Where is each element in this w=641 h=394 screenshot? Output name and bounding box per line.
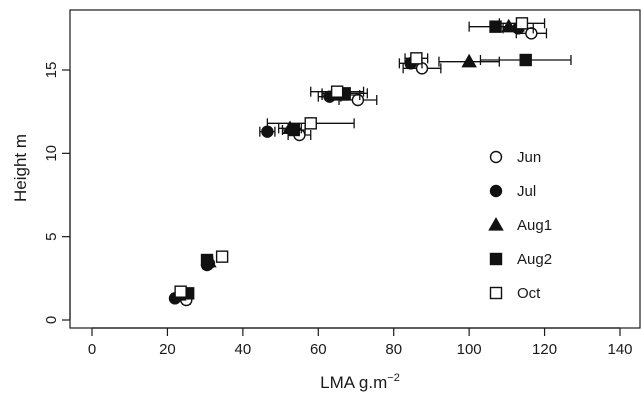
data-point (200, 253, 214, 267)
data-point (330, 85, 344, 98)
x-tick-label: 40 (235, 341, 252, 358)
data-point (519, 53, 532, 67)
x-axis-label: LMA g.m−2 (320, 372, 400, 392)
legend-label: Aug1 (517, 217, 552, 234)
x-tick-label: 120 (532, 341, 557, 358)
y-axis-label: Height m (11, 134, 30, 202)
y-tick-label: 15 (43, 62, 60, 79)
legend-marker (489, 252, 503, 266)
legend-label: Oct (517, 285, 541, 302)
legend-marker (489, 150, 503, 164)
data-point (215, 250, 229, 263)
data-point (501, 18, 517, 33)
x-tick-label: 100 (457, 341, 482, 358)
x-axis-label-text: LMA g.m (320, 373, 387, 392)
data-point (287, 123, 300, 137)
legend-label: Aug2 (517, 251, 552, 268)
x-tick-label: 140 (607, 341, 632, 358)
legend-item-jul: Jul (489, 183, 536, 200)
data-marks (168, 17, 572, 307)
legend-marker (489, 184, 503, 198)
data-point (174, 285, 187, 298)
legend-marker (489, 286, 503, 300)
data-point (461, 53, 477, 68)
series-aug2 (181, 20, 572, 300)
data-point (489, 20, 502, 33)
x-tick-label: 20 (159, 341, 176, 358)
plot-frame (69, 9, 641, 329)
legend-label: Jun (517, 149, 541, 166)
legend-marker (488, 217, 504, 231)
y-tick-label: 10 (43, 145, 60, 162)
x-tick-label: 80 (385, 341, 402, 358)
data-point (351, 93, 365, 107)
x-axis: 0 20 40 60 80 100 120 140 (88, 327, 633, 358)
y-axis: 0 5 10 15 (43, 62, 71, 324)
legend: Jun Jul Aug1 Aug2 Oct (488, 149, 552, 302)
x-axis-label-superscript: −2 (387, 372, 400, 384)
data-point (515, 17, 529, 30)
legend-label: Jul (517, 183, 536, 200)
x-tick-label: 60 (310, 341, 327, 358)
y-tick-label: 5 (43, 232, 60, 240)
legend-item-aug2: Aug2 (489, 251, 552, 268)
data-point (304, 117, 317, 130)
y-tick-label: 0 (43, 316, 60, 324)
data-point (410, 52, 423, 65)
legend-item-jun: Jun (489, 149, 541, 166)
x-tick-label: 0 (88, 341, 96, 358)
series-oct (174, 17, 546, 298)
legend-item-oct: Oct (489, 285, 541, 302)
legend-item-aug1: Aug1 (488, 217, 552, 234)
